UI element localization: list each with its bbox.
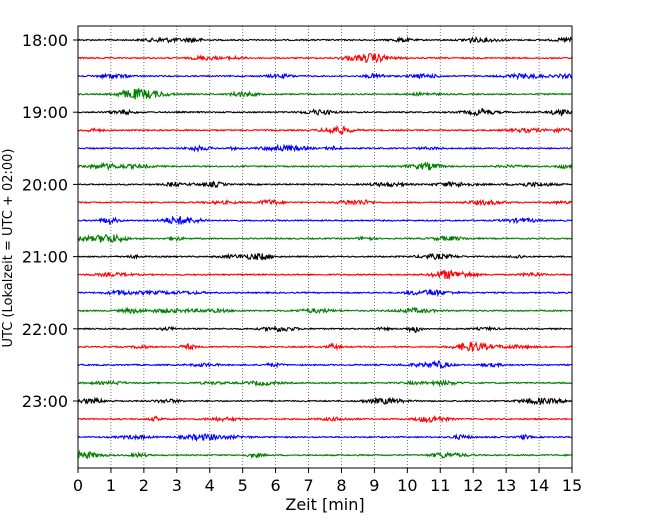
x-tick-label: 5 [238,476,248,495]
trace-1845 [77,87,573,100]
trace-2100 [77,252,573,261]
trace-2230 [77,360,573,369]
trace-2215 [77,340,573,353]
trace-2130 [77,288,573,298]
x-tick-label: 11 [430,476,450,495]
trace-2315 [77,415,573,424]
trace-2345 [77,449,573,460]
y-tick-label: 18:00 [22,31,68,50]
x-axis-label: Zeit [min] [285,495,364,514]
x-tick-label: 9 [369,476,379,495]
x-tick-label: 15 [562,476,582,495]
trace-2030 [77,215,573,226]
x-tick-label: 13 [496,476,516,495]
trace-1900 [77,107,573,117]
trace-2300 [77,396,573,406]
trace-2330 [77,433,573,443]
y-axis-ticks: 18:00 19:00 20:00 21:00 22:00 23:00 [22,31,78,411]
x-tick-label: 14 [529,476,549,495]
seismic-traces [77,35,573,460]
x-tick-label: 6 [271,476,281,495]
trace-2245 [77,378,573,388]
y-tick-label: 23:00 [22,392,68,411]
trace-2000 [77,180,573,189]
trace-1930 [77,143,573,153]
x-tick-label: 7 [303,476,313,495]
trace-2200 [77,324,573,334]
trace-2015 [77,198,573,207]
trace-2115 [77,269,573,280]
x-tick-label: 10 [397,476,417,495]
trace-1830 [77,72,573,81]
x-tick-label: 0 [73,476,83,495]
trace-1815 [77,53,573,64]
y-tick-label: 19:00 [22,103,68,122]
trace-1915 [77,125,573,135]
trace-2145 [77,306,573,315]
x-tick-label: 1 [106,476,116,495]
y-tick-label: 20:00 [22,175,68,194]
y-tick-label: 22:00 [22,320,68,339]
x-tick-label: 8 [336,476,346,495]
x-tick-label: 2 [139,476,149,495]
trace-1800 [77,35,573,45]
x-tick-label: 4 [205,476,215,495]
plot-frame [77,25,573,469]
y-axis-label: UTC (Lokalzeit = UTC + 02:00) [1,149,16,348]
trace-2045 [77,233,573,244]
y-tick-label: 21:00 [22,248,68,267]
x-axis-ticks: 0 1 2 3 4 5 6 7 8 9 10 11 12 13 14 15 [73,468,582,495]
x-tick-label: 12 [463,476,483,495]
x-tick-label: 3 [172,476,182,495]
plot-background [78,26,572,468]
trace-1945 [77,160,573,172]
